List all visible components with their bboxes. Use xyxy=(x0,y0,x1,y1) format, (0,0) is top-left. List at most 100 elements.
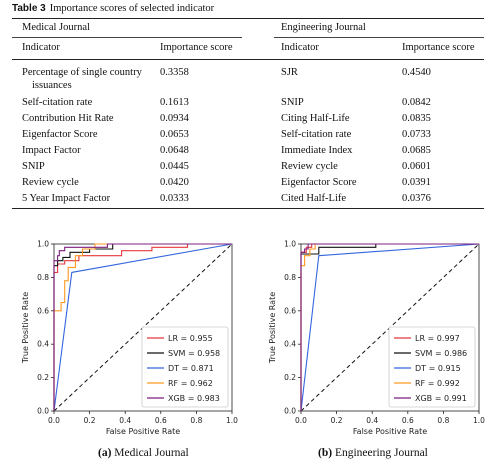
legend-box xyxy=(388,326,476,408)
table-caption: Table 3 Importance scores of selected ind… xyxy=(12,3,214,14)
y-tick-label: 0.0 xyxy=(284,407,296,416)
legend-label: DT = 0.871 xyxy=(168,364,214,373)
medical-row-score: 0.0653 xyxy=(160,129,189,140)
engineering-row-indicator: Review cycle xyxy=(281,161,338,172)
engineering-row-indicator: Immediate Index xyxy=(281,145,353,156)
table-header-rule xyxy=(12,59,484,60)
x-tick-label: 0.4 xyxy=(119,416,131,425)
medical-sub-rule xyxy=(12,37,242,38)
legend-box xyxy=(141,326,229,408)
y-tick-label: 0.4 xyxy=(284,340,296,349)
engineering-row-score: 0.0601 xyxy=(402,161,431,172)
engineering-row-indicator: Cited Half-Life xyxy=(281,193,347,204)
legend-label: LR = 0.955 xyxy=(168,334,213,343)
legend-label: LR = 0.997 xyxy=(415,334,460,343)
engineering-row-score: 0.0733 xyxy=(402,129,431,140)
medical-journal-heading: Medical Journal xyxy=(22,22,90,33)
legend-label: RF = 0.962 xyxy=(168,379,213,388)
y-tick-label: 0.4 xyxy=(37,340,49,349)
table-label: Table 3 xyxy=(12,3,46,14)
engineering-row-score: 0.4540 xyxy=(402,67,431,78)
x-tick-label: 0.0 xyxy=(48,416,60,425)
engineering-sub-rule xyxy=(274,37,484,38)
legend-label: SVM = 0.958 xyxy=(168,349,220,358)
x-tick-label: 0.2 xyxy=(84,416,96,425)
engineering-row-indicator: SJR xyxy=(281,67,298,78)
table-bottom-rule xyxy=(12,208,484,209)
y-tick-label: 0.8 xyxy=(37,273,49,282)
roc-line-3 xyxy=(300,243,479,411)
roc-line-3 xyxy=(53,243,232,411)
figure-caption-a: (a) Medical Journal xyxy=(98,447,189,459)
medical-row-indicator: Percentage of single country xyxy=(22,67,142,78)
engineering-col-score: Importance score xyxy=(402,42,475,53)
x-tick-label: 0.6 xyxy=(155,416,167,425)
engineering-row-score: 0.0376 xyxy=(402,193,431,204)
medical-row-indicator: SNIP xyxy=(22,161,45,172)
legend-label: SVM = 0.986 xyxy=(415,349,467,358)
y-tick-label: 1.0 xyxy=(284,240,296,249)
engineering-row-indicator: Eigenfactor Score xyxy=(281,177,357,188)
x-axis-label: False Positive Rate xyxy=(106,427,180,436)
roc-line-2 xyxy=(300,243,480,412)
x-tick-label: 0.8 xyxy=(437,416,449,425)
medical-row-indicator-cont: issuances xyxy=(32,80,72,91)
x-tick-label: 0.2 xyxy=(331,416,343,425)
engineering-row-score: 0.0842 xyxy=(402,97,431,108)
x-tick-label: 0.8 xyxy=(190,416,202,425)
y-tick-label: 0.6 xyxy=(37,306,49,315)
x-axis-label: False Positive Rate xyxy=(353,427,427,436)
figure-caption-b-text: Engineering Journal xyxy=(334,447,428,459)
roc-line-4 xyxy=(53,243,232,411)
engineering-row-indicator: SNIP xyxy=(281,97,304,108)
medical-row-indicator: Contribution Hit Rate xyxy=(22,113,114,124)
y-tick-label: 0.6 xyxy=(284,306,296,315)
legend-label: DT = 0.915 xyxy=(415,364,461,373)
y-tick-label: 0.2 xyxy=(284,373,296,382)
medical-row-score: 0.0420 xyxy=(160,177,189,188)
engineering-row-indicator: Self-citation rate xyxy=(281,129,352,140)
table-top-rule xyxy=(12,18,484,19)
y-axis-label: True Positive Rate xyxy=(21,292,30,364)
x-tick-label: 0.6 xyxy=(402,416,414,425)
figure-caption-a-tag: (a) xyxy=(98,447,112,459)
engineering-row-score: 0.0391 xyxy=(402,177,431,188)
y-tick-label: 1.0 xyxy=(37,240,49,249)
medical-row-score: 0.1613 xyxy=(160,97,189,108)
x-tick-label: 0.0 xyxy=(295,416,307,425)
figure-caption-b: (b) Engineering Journal xyxy=(318,447,428,459)
roc-chart-engineering: 0.00.0 0.2 0.2 0.4 0.4 0.6 0.6 0.8 0.8 1.0 1.0 Fals… xyxy=(268,240,485,437)
medical-row-score: 0.0333 xyxy=(160,193,189,204)
engineering-journal-heading: Engineering Journal xyxy=(281,22,366,33)
medical-row-score: 0.0934 xyxy=(160,113,189,124)
engineering-row-score: 0.0685 xyxy=(402,145,431,156)
engineering-row-score: 0.0835 xyxy=(402,113,431,124)
x-tick-label: 1.0 xyxy=(473,416,485,425)
figure-caption-a-text: Medical Journal xyxy=(114,447,189,459)
medical-col-indicator: Indicator xyxy=(22,42,60,53)
medical-row-indicator: 5 Year Impact Factor xyxy=(22,193,111,204)
medical-row-indicator: Eigenfactor Score xyxy=(22,129,98,140)
legend-label: RF = 0.992 xyxy=(415,379,460,388)
table-caption-text: Importance scores of selected indicator xyxy=(49,3,215,14)
medical-col-score: Importance score xyxy=(160,42,233,53)
legend-label: XGB = 0.983 xyxy=(168,394,220,403)
y-tick-label: 0.0 xyxy=(37,407,49,416)
medical-row-score: 0.0445 xyxy=(160,161,189,172)
legend-label: XGB = 0.991 xyxy=(415,394,467,403)
medical-row-score: 0.0648 xyxy=(160,145,189,156)
x-tick-label: 0.4 xyxy=(366,416,378,425)
medical-row-indicator: Review cycle xyxy=(22,177,79,188)
roc-line-1 xyxy=(53,243,232,411)
y-tick-label: 0.8 xyxy=(284,273,296,282)
y-tick-label: 0.2 xyxy=(37,373,49,382)
roc-chart-medical: 0.00.0 0.2 0.2 0.4 0.4 0.6 0.6 0.8 0.8 1.0 1.0 Fals… xyxy=(21,240,238,437)
engineering-col-indicator: Indicator xyxy=(281,42,319,53)
figure-caption-b-tag: (b) xyxy=(318,447,333,459)
engineering-row-indicator: Citing Half-Life xyxy=(281,113,350,124)
y-axis-label: True Positive Rate xyxy=(268,292,277,364)
medical-row-indicator: Impact Factor xyxy=(22,145,81,156)
roc-line-2 xyxy=(53,243,233,412)
x-tick-label: 1.0 xyxy=(226,416,238,425)
roc-line-4 xyxy=(300,243,479,411)
